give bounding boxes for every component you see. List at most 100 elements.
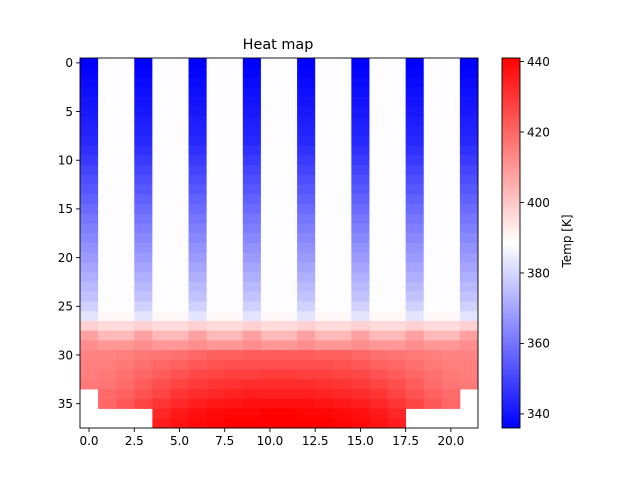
colorbar-tick-label: 400 xyxy=(527,196,550,210)
x-tick-label: 17.5 xyxy=(392,434,419,448)
heatmap-cell xyxy=(224,301,244,312)
heatmap-cell xyxy=(188,281,208,293)
heatmap-cell xyxy=(116,340,135,351)
heatmap-cell xyxy=(206,281,226,293)
heatmap-cell xyxy=(423,291,443,302)
heatmap-cell xyxy=(260,135,280,147)
heatmap-cell xyxy=(260,184,280,195)
heatmap-cell xyxy=(116,204,135,215)
heatmap-cell xyxy=(170,281,189,293)
heatmap-cell xyxy=(188,223,208,234)
heatmap-cell xyxy=(351,350,370,361)
heatmap-cell xyxy=(387,223,407,234)
heatmap-cell xyxy=(224,184,244,195)
heatmap-cell xyxy=(333,174,352,185)
heatmap-cell xyxy=(405,389,425,400)
y-tick-label: 35 xyxy=(58,397,73,411)
heatmap-cell xyxy=(333,165,352,176)
heatmap-cell xyxy=(387,116,407,127)
heatmap-cell xyxy=(188,233,208,244)
heatmap-cell xyxy=(459,145,479,156)
heatmap-cell xyxy=(405,174,425,185)
heatmap-cell xyxy=(387,184,407,195)
heatmap-cell xyxy=(405,116,425,127)
heatmap-cell xyxy=(260,223,280,234)
colorbar-ticks: 340 360 380 400 420 440 xyxy=(520,55,550,421)
heatmap-cell xyxy=(170,194,189,205)
heatmap-cell xyxy=(369,67,388,78)
heatmap-cell xyxy=(315,204,334,215)
heatmap-cell xyxy=(351,233,370,244)
heatmap-cell xyxy=(441,330,461,341)
heatmap-cell xyxy=(188,77,208,88)
heatmap-cell xyxy=(134,145,153,156)
heatmap-cell xyxy=(188,340,208,351)
heatmap-cell xyxy=(98,243,117,254)
heatmap-cell xyxy=(116,135,135,147)
heatmap-cell xyxy=(242,350,262,361)
heatmap-cell xyxy=(260,398,280,409)
heatmap-cell xyxy=(387,233,407,244)
heatmap-cell xyxy=(224,408,244,419)
heatmap-cell xyxy=(152,67,171,78)
heatmap-cell xyxy=(260,58,280,69)
heatmap-cell xyxy=(134,379,153,390)
heatmap-cell xyxy=(369,418,388,429)
heatmap-cell xyxy=(351,77,370,88)
heatmap-cell xyxy=(297,155,316,166)
heatmap-cell xyxy=(441,311,461,322)
heatmap-cell xyxy=(188,418,208,429)
heatmap-cell xyxy=(134,184,153,195)
heatmap-cell xyxy=(405,135,425,147)
heatmap-cell xyxy=(116,320,135,332)
heatmap-cell xyxy=(387,135,407,147)
heatmap-cell xyxy=(98,223,117,234)
x-tick-label: 7.5 xyxy=(215,434,234,448)
heatmap-cell xyxy=(206,320,226,332)
heatmap-cell xyxy=(333,359,352,370)
heatmap-cell xyxy=(351,389,370,400)
heatmap-cell xyxy=(405,281,425,293)
heatmap-cell xyxy=(80,262,99,273)
heatmap-cell xyxy=(459,223,479,234)
heatmap-cell xyxy=(279,408,298,419)
heatmap-cell xyxy=(80,116,99,127)
heatmap-cell xyxy=(351,96,370,108)
heatmap-cell xyxy=(206,340,226,351)
heatmap-cell xyxy=(405,243,425,254)
heatmap-cell xyxy=(333,126,352,137)
heatmap-cell xyxy=(351,243,370,254)
heatmap-cell xyxy=(441,350,461,361)
heatmap-cell xyxy=(369,350,388,361)
heatmap-cell xyxy=(333,369,352,380)
heatmap-cell xyxy=(333,262,352,273)
heatmap-cell xyxy=(188,135,208,147)
heatmap-cell xyxy=(188,204,208,215)
heatmap-cell xyxy=(206,291,226,302)
heatmap-cell xyxy=(387,174,407,185)
heatmap-cell xyxy=(387,418,407,429)
heatmap-cell xyxy=(170,174,189,185)
heatmap-cell xyxy=(333,389,352,400)
heatmap-cell xyxy=(333,330,352,341)
heatmap-cell xyxy=(260,252,280,263)
heatmap-cell xyxy=(242,87,262,98)
heatmap-cell xyxy=(423,369,443,380)
heatmap-cell xyxy=(134,96,153,108)
heatmap-cell xyxy=(152,155,171,166)
heatmap-cell xyxy=(441,369,461,380)
heatmap-cell xyxy=(188,291,208,302)
heatmap-cell xyxy=(152,194,171,205)
heatmap-cell xyxy=(459,233,479,244)
heatmap-cell xyxy=(315,272,334,283)
heatmap-cell xyxy=(459,58,479,69)
heatmap-cell xyxy=(224,116,244,127)
heatmap-cell xyxy=(441,165,461,176)
heatmap-cell xyxy=(170,379,189,390)
heatmap-cell xyxy=(459,106,479,117)
heatmap-cell xyxy=(297,311,316,322)
heatmap-cell xyxy=(459,87,479,98)
heatmap-cell xyxy=(134,291,153,302)
heatmap-cell xyxy=(441,281,461,293)
heatmap-cell xyxy=(224,233,244,244)
